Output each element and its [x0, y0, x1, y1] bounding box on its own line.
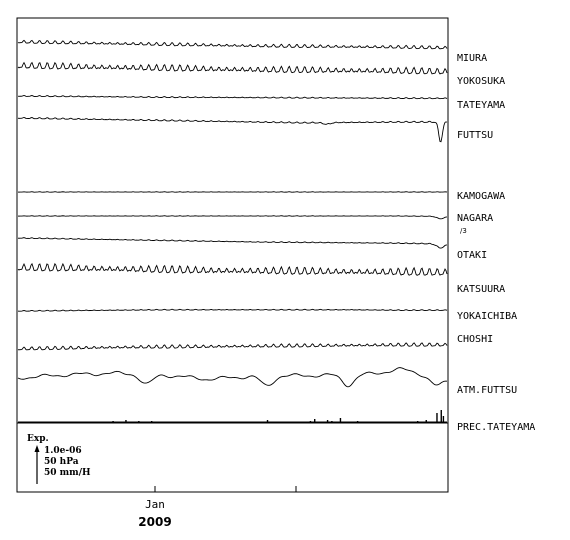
series-line-atm-futtsu	[17, 367, 448, 388]
scale-precip-label: 50 mm/H	[44, 468, 91, 478]
series-line-miura	[17, 39, 448, 50]
label-layer: MIURA YOKOSUKA TATEYAMA FUTTSU KAMOGAWA NAGAR…	[457, 53, 535, 433]
series-label-choshi: CHOSHI	[457, 334, 493, 345]
series-label-otaki: OTAKI	[457, 250, 487, 261]
series-label-katsuura: KATSUURA	[457, 284, 505, 295]
series-label-futtsu: FUTTSU	[457, 130, 493, 141]
plot-frame	[16, 17, 449, 493]
x-year-label: 2009	[138, 515, 171, 529]
precip-bar	[112, 421, 114, 422]
series-line-yokaichiba	[17, 308, 448, 312]
series-line-yokosuka	[17, 61, 448, 75]
series-label-yokosuka: YOKOSUKA	[457, 76, 505, 87]
precip-bar	[440, 410, 442, 422]
series-label-kamogawa: KAMOGAWA	[457, 191, 505, 202]
precip-bar	[339, 418, 342, 422]
series-label-prec-tateyama: PREC.TATEYAMA	[457, 422, 535, 433]
precip-bar	[436, 413, 438, 422]
precip-bar	[416, 421, 419, 422]
precip-bar	[356, 421, 359, 422]
series-line-futtsu	[17, 116, 448, 143]
scale-legend: Exp. 1.0e-06 50 hPa 50 mm/H	[27, 434, 91, 484]
scale-exp-label: Exp.	[27, 434, 49, 444]
precip-bar	[425, 420, 427, 422]
precip-bar	[314, 419, 316, 422]
scale-arrow-head-icon	[34, 445, 40, 452]
precip-bar	[266, 420, 269, 422]
precip-bar	[326, 420, 329, 422]
scale-strain-label: 1.0e-06	[44, 446, 82, 456]
series-label-tateyama: TATEYAMA	[457, 100, 505, 111]
precip-bar	[309, 421, 312, 422]
scale-pressure-label: 50 hPa	[44, 457, 79, 467]
precip-bar	[125, 420, 127, 422]
series-line-nagara	[17, 215, 448, 220]
series-label-yokaichiba: YOKAICHIBA	[457, 311, 517, 322]
series-label-nagara: NAGARA	[457, 213, 493, 224]
series-line-otaki	[17, 237, 448, 249]
series-label-miura: MIURA	[457, 53, 487, 64]
precip-bar	[442, 416, 445, 422]
series-layer	[17, 39, 448, 423]
precip-bar	[138, 421, 140, 422]
series-sublabel-nagara: /3	[460, 227, 467, 235]
series-line-choshi	[17, 342, 448, 351]
series-line-tateyama	[17, 95, 448, 100]
x-tick-label-jan: Jan	[145, 498, 165, 511]
precip-bar	[150, 421, 153, 422]
series-label-atm-futtsu: ATM.FUTTSU	[457, 385, 517, 396]
series-line-katsuura	[17, 262, 448, 276]
precip-bar	[331, 421, 333, 422]
